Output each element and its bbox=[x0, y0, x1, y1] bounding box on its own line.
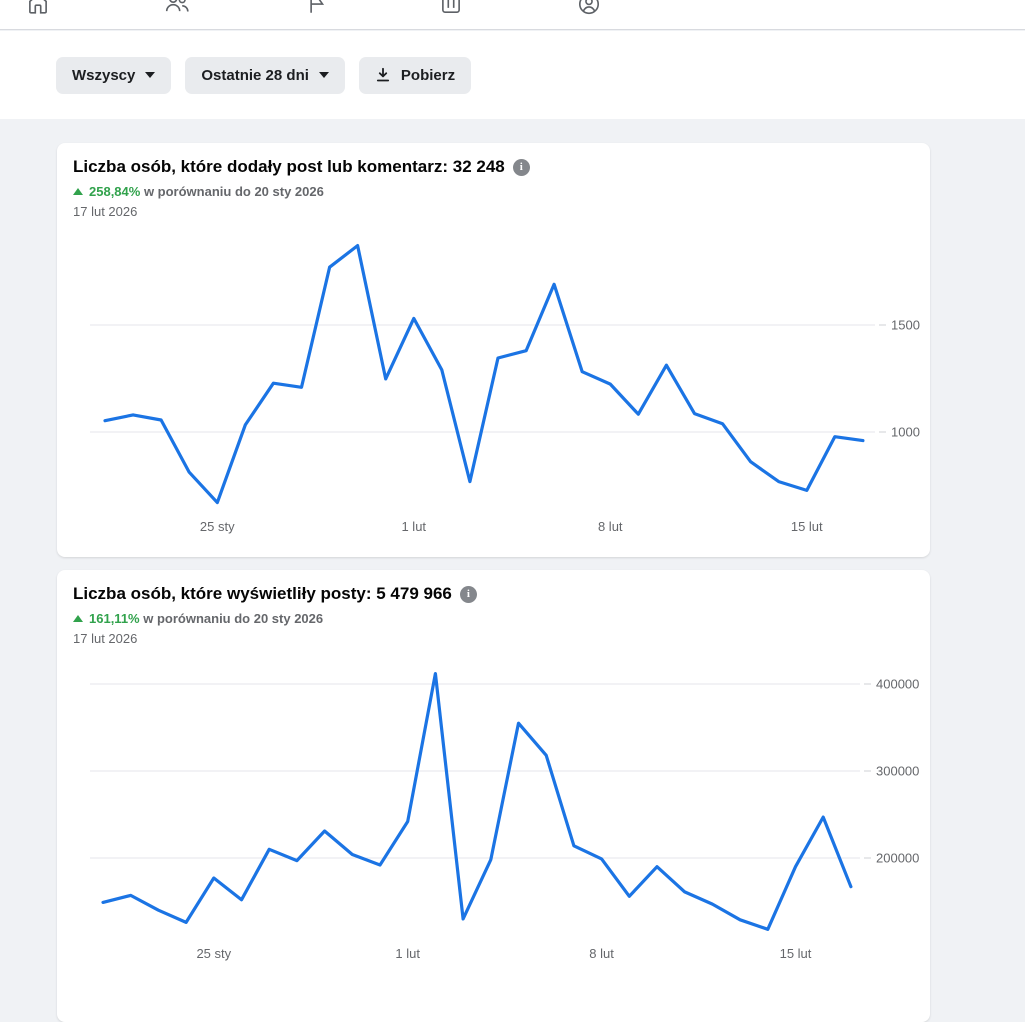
download-button[interactable]: Pobierz bbox=[358, 56, 472, 94]
trend-up-icon bbox=[73, 188, 83, 195]
change-percent: 161,11% w porównaniu do 20 sty 2026 bbox=[89, 611, 323, 626]
engagement-line-chart: 1500 1000 25 sty 1 lut 8 lut 15 lut bbox=[90, 244, 920, 534]
x-axis-label: 1 lut bbox=[395, 946, 420, 961]
engagement-card: Liczba osób, które dodały post lub komen… bbox=[57, 143, 930, 557]
change-percent: 258,84% w porównaniu do 20 sty 2026 bbox=[89, 184, 324, 199]
card-title-text: Liczba osób, które wyświetliły posty: bbox=[73, 584, 372, 603]
card-title-text: Liczba osób, które dodały post lub komen… bbox=[73, 157, 448, 176]
x-axis-label: 8 lut bbox=[598, 519, 623, 534]
trend-up-icon bbox=[73, 615, 83, 622]
reach-line-chart: 400000 300000 200000 25 sty 1 lut 8 lut 15 lut bbox=[90, 672, 919, 961]
y-axis-label: 300000 bbox=[876, 764, 919, 779]
x-axis-label: 1 lut bbox=[401, 519, 426, 534]
date-range-filter-label: Ostatnie 28 dni bbox=[201, 66, 309, 84]
y-axis-label: 1000 bbox=[891, 425, 920, 440]
top-navigation-bar bbox=[0, 0, 1025, 30]
card-total-value: 5 479 966 bbox=[376, 584, 452, 603]
x-axis-label: 25 sty bbox=[196, 946, 231, 961]
chevron-down-icon bbox=[145, 72, 156, 78]
audience-filter-label: Wszyscy bbox=[72, 66, 136, 84]
change-comparison-text: w porównaniu do 20 sty 2026 bbox=[143, 611, 324, 626]
reach-card-header: Liczba osób, które wyświetliły posty: 5 … bbox=[57, 570, 930, 646]
engagement-card-header: Liczba osób, które dodały post lub komen… bbox=[57, 143, 930, 219]
x-axis-label: 15 lut bbox=[780, 946, 812, 961]
card-title: Liczba osób, które dodały post lub komen… bbox=[73, 157, 505, 177]
chevron-down-icon bbox=[318, 72, 329, 78]
download-icon bbox=[376, 67, 390, 82]
change-percent-value: 161,11% bbox=[89, 611, 140, 626]
card-total-value: 32 248 bbox=[452, 157, 505, 176]
current-date-label: 17 lut 2026 bbox=[73, 631, 138, 646]
y-axis-label: 1500 bbox=[891, 318, 920, 333]
change-percent-value: 258,84% bbox=[89, 184, 141, 199]
people-icon[interactable] bbox=[164, 0, 190, 16]
change-comparison-text: w porównaniu do 20 sty 2026 bbox=[143, 184, 324, 199]
info-icon[interactable]: i bbox=[512, 158, 530, 176]
chart-line bbox=[103, 244, 865, 505]
filter-toolbar: Wszyscy Ostatnie 28 dni Pobierz bbox=[0, 31, 1025, 119]
current-date-label: 17 lut 2026 bbox=[73, 204, 138, 219]
profile-icon[interactable] bbox=[576, 0, 602, 16]
x-axis-label: 15 lut bbox=[791, 519, 823, 534]
download-button-label: Pobierz bbox=[400, 66, 456, 84]
y-axis-label: 400000 bbox=[876, 677, 919, 692]
y-axis-label: 200000 bbox=[876, 851, 919, 866]
reach-card: Liczba osób, które wyświetliły posty: 5 … bbox=[57, 570, 930, 1022]
audience-filter-dropdown[interactable]: Wszyscy bbox=[56, 56, 172, 94]
card-title: Liczba osób, które wyświetliły posty: 5 … bbox=[73, 584, 452, 604]
chart-line bbox=[101, 672, 853, 931]
flag-icon[interactable] bbox=[303, 0, 329, 16]
x-axis-label: 8 lut bbox=[589, 946, 614, 961]
info-icon[interactable]: i bbox=[459, 585, 477, 603]
date-range-filter-dropdown[interactable]: Ostatnie 28 dni bbox=[185, 56, 345, 94]
x-axis-label: 25 sty bbox=[200, 519, 235, 534]
kiosk-icon[interactable] bbox=[438, 0, 464, 16]
home-icon[interactable] bbox=[25, 0, 51, 16]
